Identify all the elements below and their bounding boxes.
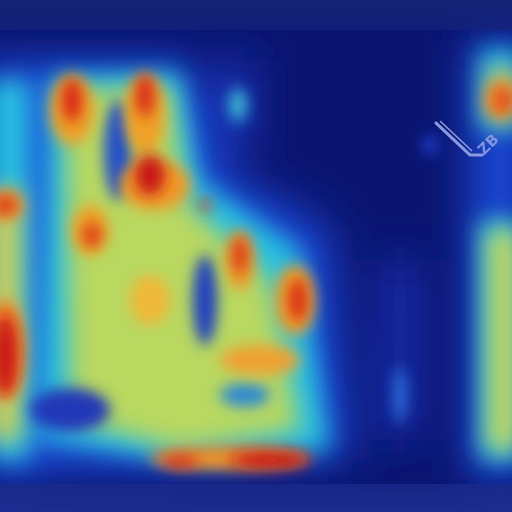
- watermark-logo-icon: [434, 120, 484, 157]
- background-blobs: [228, 87, 438, 423]
- top-band: [0, 0, 512, 30]
- bottom-band: [0, 484, 512, 512]
- hand-red-cores: [0, 73, 511, 468]
